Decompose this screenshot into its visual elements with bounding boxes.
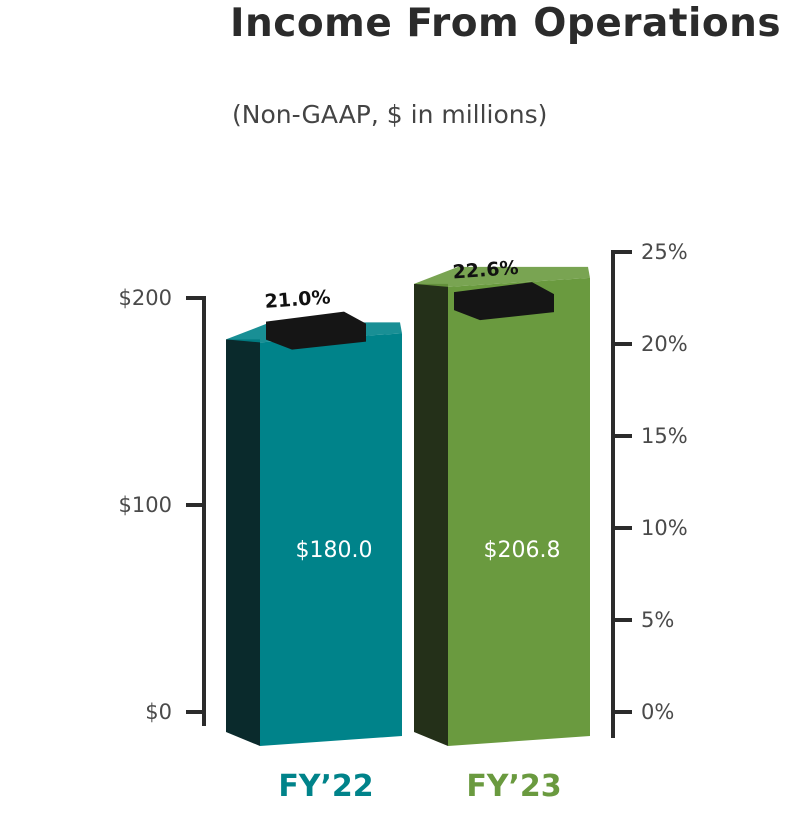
chart-subtitle: (Non-GAAP, $ in millions) (232, 100, 548, 129)
bar-value-label: $206.8 (484, 538, 561, 563)
right-axis-tick-label: 5% (641, 608, 674, 632)
left-axis: $0 $100 $200 (119, 286, 206, 726)
right-axis-tick-label: 25% (641, 240, 688, 264)
bars: $180.0 21.0% $206.8 22.6% (226, 257, 590, 746)
bar-top (414, 266, 590, 287)
bar-side (226, 339, 260, 746)
bar-side (414, 283, 448, 746)
right-axis-tick-label: 10% (641, 516, 688, 540)
percent-label: 21.0% (264, 286, 331, 313)
left-axis-tick-label: $200 (119, 286, 172, 310)
left-axis-tick-label: $0 (145, 700, 172, 724)
category-label: FY’22 (278, 769, 373, 804)
chart-title: Income From Operations (230, 1, 782, 46)
right-axis-tick-label: 20% (641, 332, 688, 356)
category-labels: FY’22 FY’23 (278, 769, 561, 804)
right-axis-tick-label: 15% (641, 424, 688, 448)
bar-value-label: $180.0 (296, 538, 373, 563)
left-axis-tick-label: $100 (119, 493, 172, 517)
bar (260, 333, 402, 746)
percent-marker (266, 311, 366, 350)
right-axis: 0% 5% 10% 15% 20% 25% (611, 240, 688, 738)
right-axis-tick-label: 0% (641, 700, 674, 724)
bar (448, 277, 590, 746)
category-label: FY’23 (466, 769, 561, 804)
percent-marker (454, 282, 554, 321)
percent-label: 22.6% (452, 257, 519, 284)
